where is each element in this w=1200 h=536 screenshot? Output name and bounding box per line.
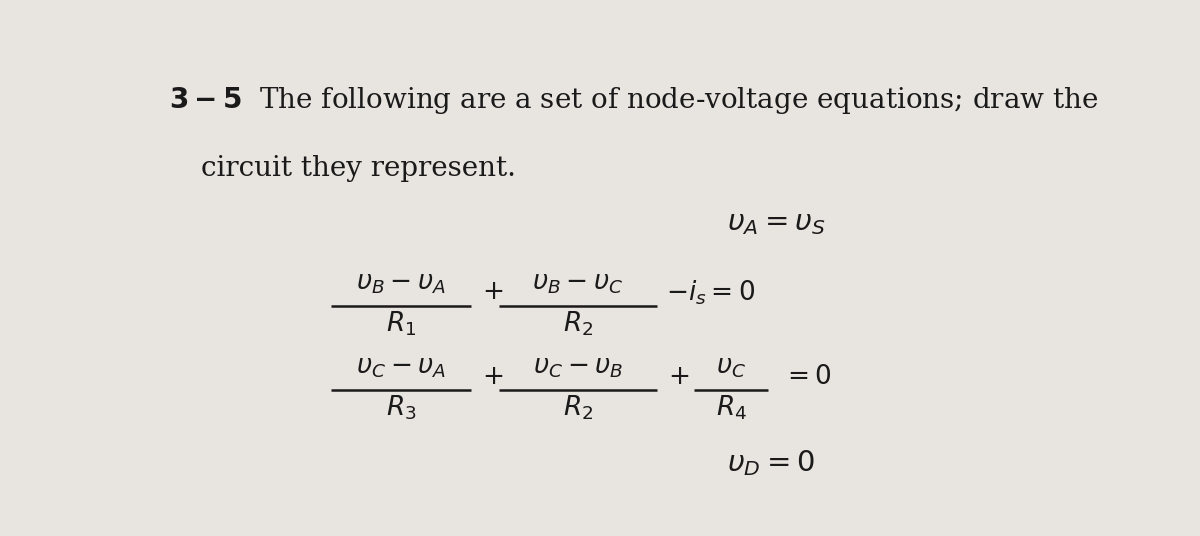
Text: $\upsilon_C$: $\upsilon_C$: [716, 355, 746, 380]
Text: $+$: $+$: [667, 363, 689, 389]
Text: $= 0$: $= 0$: [782, 363, 832, 389]
Text: $\bf{3-5}$  The following are a set of node-voltage equations; draw the: $\bf{3-5}$ The following are a set of no…: [168, 85, 1098, 116]
Text: circuit they represent.: circuit they represent.: [202, 155, 516, 182]
Text: $\upsilon_B - \upsilon_A$: $\upsilon_B - \upsilon_A$: [356, 271, 446, 296]
Text: $R_3$: $R_3$: [386, 393, 416, 422]
Text: $-i_s = 0$: $-i_s = 0$: [666, 279, 755, 308]
Text: $\upsilon_B - \upsilon_C$: $\upsilon_B - \upsilon_C$: [533, 271, 623, 296]
Text: $+$: $+$: [481, 363, 503, 389]
Text: $\upsilon_C - \upsilon_B$: $\upsilon_C - \upsilon_B$: [533, 355, 623, 380]
Text: $R_1$: $R_1$: [386, 309, 416, 338]
Text: $R_4$: $R_4$: [715, 393, 746, 422]
Text: $R_2$: $R_2$: [563, 393, 593, 422]
Text: $\upsilon_A = \upsilon_S$: $\upsilon_A = \upsilon_S$: [727, 209, 826, 237]
Text: $\upsilon_C - \upsilon_A$: $\upsilon_C - \upsilon_A$: [356, 355, 446, 380]
Text: $\upsilon_D = 0$: $\upsilon_D = 0$: [727, 448, 815, 478]
Text: $R_2$: $R_2$: [563, 309, 593, 338]
Text: $+$: $+$: [481, 279, 503, 304]
